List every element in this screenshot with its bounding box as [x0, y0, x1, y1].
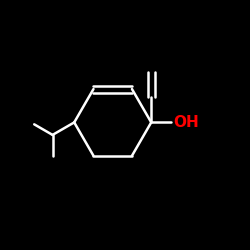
Text: OH: OH	[173, 115, 199, 130]
